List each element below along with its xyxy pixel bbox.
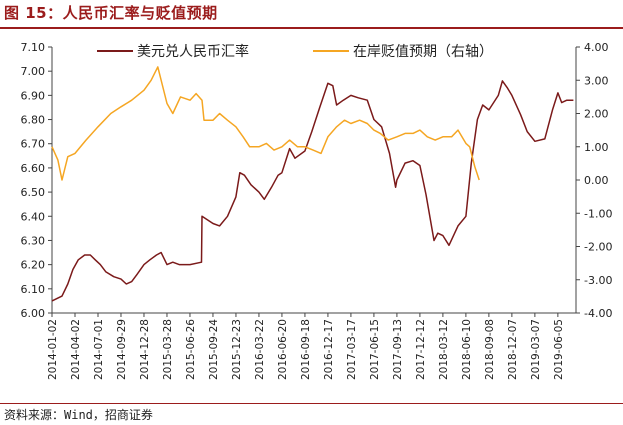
- legend-item-expectation-label: 在岸贬值预期（右轴）: [353, 44, 493, 60]
- x-tick-label: 2016-09-18: [300, 319, 312, 380]
- x-tick-label: 2017-12-12: [415, 319, 427, 380]
- left-tick-label: 6.90: [21, 89, 46, 102]
- left-tick-label: 6.10: [21, 283, 46, 296]
- right-tick-label: -1.00: [584, 207, 612, 220]
- left-tick-label: 7.10: [21, 41, 46, 54]
- right-tick-label: -3.00: [584, 274, 612, 287]
- plot-frame: [51, 47, 577, 314]
- x-tick-label: 2014-04-02: [70, 319, 82, 380]
- right-tick-label: 0.00: [584, 174, 609, 187]
- left-tick-label: 6.50: [21, 186, 46, 199]
- right-tick-label: 2.00: [584, 108, 609, 121]
- title-rule: [0, 27, 623, 29]
- left-tick-label: 7.00: [21, 65, 46, 78]
- x-tick-label: 2018-06-10: [461, 319, 473, 380]
- right-tick-label: 1.00: [584, 141, 609, 154]
- series-line-expectation: [51, 66, 480, 181]
- x-tick-label: 2014-01-02: [47, 319, 59, 380]
- x-tick-label: 2018-09-08: [484, 319, 496, 380]
- left-tick-label: 6.60: [21, 162, 46, 175]
- x-tick-label: 2015-09-24: [208, 319, 220, 380]
- x-tick-label: 2015-06-26: [185, 319, 197, 380]
- x-tick-label: 2014-12-28: [139, 319, 151, 380]
- chart-plot: 6.00 6.10 6.20 6.30 6.40 6.50 6.60 6.70 6.80 6.90…: [21, 41, 613, 380]
- right-tick-label: -2.00: [584, 241, 612, 254]
- x-tick-label: 2014-07-01: [93, 319, 105, 380]
- x-tick-label: 2016-06-20: [277, 319, 289, 380]
- left-tick-label: 6.20: [21, 259, 46, 272]
- left-tick-label: 6.00: [21, 307, 46, 320]
- left-axis: 6.00 6.10 6.20 6.30 6.40 6.50 6.60 6.70 6.80 6.90…: [21, 41, 52, 320]
- series-layer: [51, 66, 574, 302]
- x-tick-label: 2015-03-28: [162, 319, 174, 380]
- left-tick-label: 6.70: [21, 138, 46, 151]
- x-tick-label: 2017-09-13: [392, 319, 404, 380]
- figure-title: 图 15：人民币汇率与贬值预期: [4, 4, 218, 22]
- x-tick-label: 2017-03-17: [346, 319, 358, 380]
- series-line-cny: [51, 80, 574, 302]
- right-tick-label: 4.00: [584, 41, 609, 54]
- source-note: 资料来源：Wind，招商证券: [4, 408, 153, 422]
- right-axis: -4.00 -3.00 -2.00 -1.00 0.00 1.00 2.00 3.00 4.00: [576, 41, 612, 320]
- x-tick-label: 2016-12-17: [323, 319, 335, 380]
- x-tick-label: 2014-09-29: [116, 319, 128, 380]
- x-tick-label: 2017-06-15: [369, 319, 381, 380]
- x-tick-label: 2019-06-05: [553, 319, 565, 380]
- left-tick-label: 6.80: [21, 114, 46, 127]
- x-tick-label: 2018-03-12: [438, 319, 450, 380]
- x-tick-label: 2019-03-07: [530, 319, 542, 380]
- x-tick-label: 2018-12-07: [507, 319, 519, 380]
- x-tick-label: 2016-03-22: [254, 319, 266, 380]
- chart-legend: 美元兑人民币汇率 在岸贬值预期（右轴）: [97, 43, 493, 60]
- right-tick-label: 3.00: [584, 74, 609, 87]
- right-tick-label: -4.00: [584, 307, 612, 320]
- x-tick-label: 2015-12-23: [231, 319, 243, 380]
- left-tick-label: 6.30: [21, 234, 46, 247]
- left-tick-label: 6.40: [21, 210, 46, 223]
- x-axis: 2014-01-02 2014-04-02 2014-07-01 2014-09-29…: [47, 313, 565, 380]
- legend-item-cny-label: 美元兑人民币汇率: [137, 43, 249, 60]
- source-rule: [0, 403, 623, 404]
